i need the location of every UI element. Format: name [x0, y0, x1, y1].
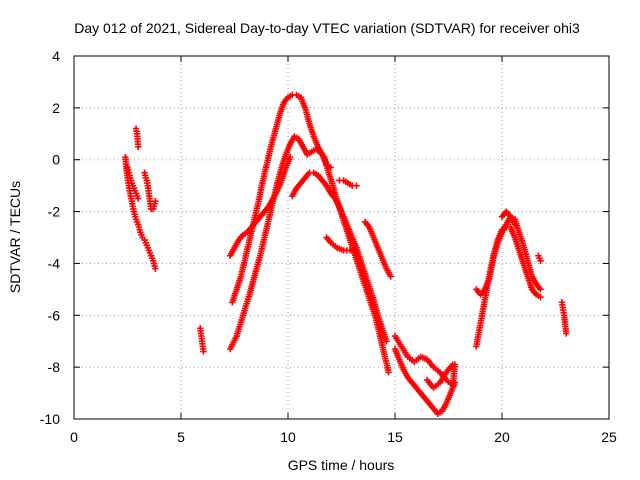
data-point — [135, 143, 142, 150]
y-axis-label: SDTVAR / TECUs — [7, 181, 23, 293]
chart-title: Day 012 of 2021, Sidereal Day-to-day VTE… — [74, 20, 580, 36]
data-point — [537, 293, 544, 301]
y-tick-label: -2 — [48, 204, 61, 220]
data-point — [152, 198, 159, 205]
data-point — [200, 348, 207, 355]
y-tick-label: -8 — [48, 359, 61, 375]
x-tick-label: 20 — [494, 429, 510, 445]
y-tick-label: -10 — [40, 411, 60, 427]
x-tick-label: 10 — [280, 429, 296, 445]
y-tick-label: -4 — [48, 255, 61, 271]
y-tick-label: 0 — [52, 152, 60, 168]
y-tick-label: 2 — [52, 100, 60, 116]
data-point — [353, 182, 360, 189]
x-tick-label: 15 — [387, 429, 403, 445]
data-point — [387, 273, 394, 280]
data-point — [152, 265, 159, 272]
y-tick-label: 4 — [52, 48, 60, 64]
data-point — [563, 330, 570, 337]
data-point — [353, 244, 360, 252]
axis-ticks: 0 5 10 15 20 25 -10 -8 -6 -4 -2 0 2 4 — [40, 48, 617, 445]
x-tick-label: 5 — [177, 429, 185, 445]
data-point — [327, 164, 334, 171]
grid — [74, 56, 609, 419]
x-axis-label: GPS time / hours — [288, 457, 395, 473]
data-point — [537, 286, 544, 293]
data-point — [383, 338, 390, 345]
y-tick-label: -6 — [48, 307, 61, 323]
data-point — [135, 195, 142, 202]
x-tick-label: 0 — [70, 429, 78, 445]
data-point — [385, 369, 392, 376]
data-point — [449, 361, 456, 368]
data-points — [122, 91, 570, 418]
x-tick-label: 25 — [601, 429, 617, 445]
data-point — [286, 153, 294, 161]
plot-frame — [73, 55, 610, 420]
data-point — [537, 257, 544, 265]
data-point — [511, 221, 519, 228]
